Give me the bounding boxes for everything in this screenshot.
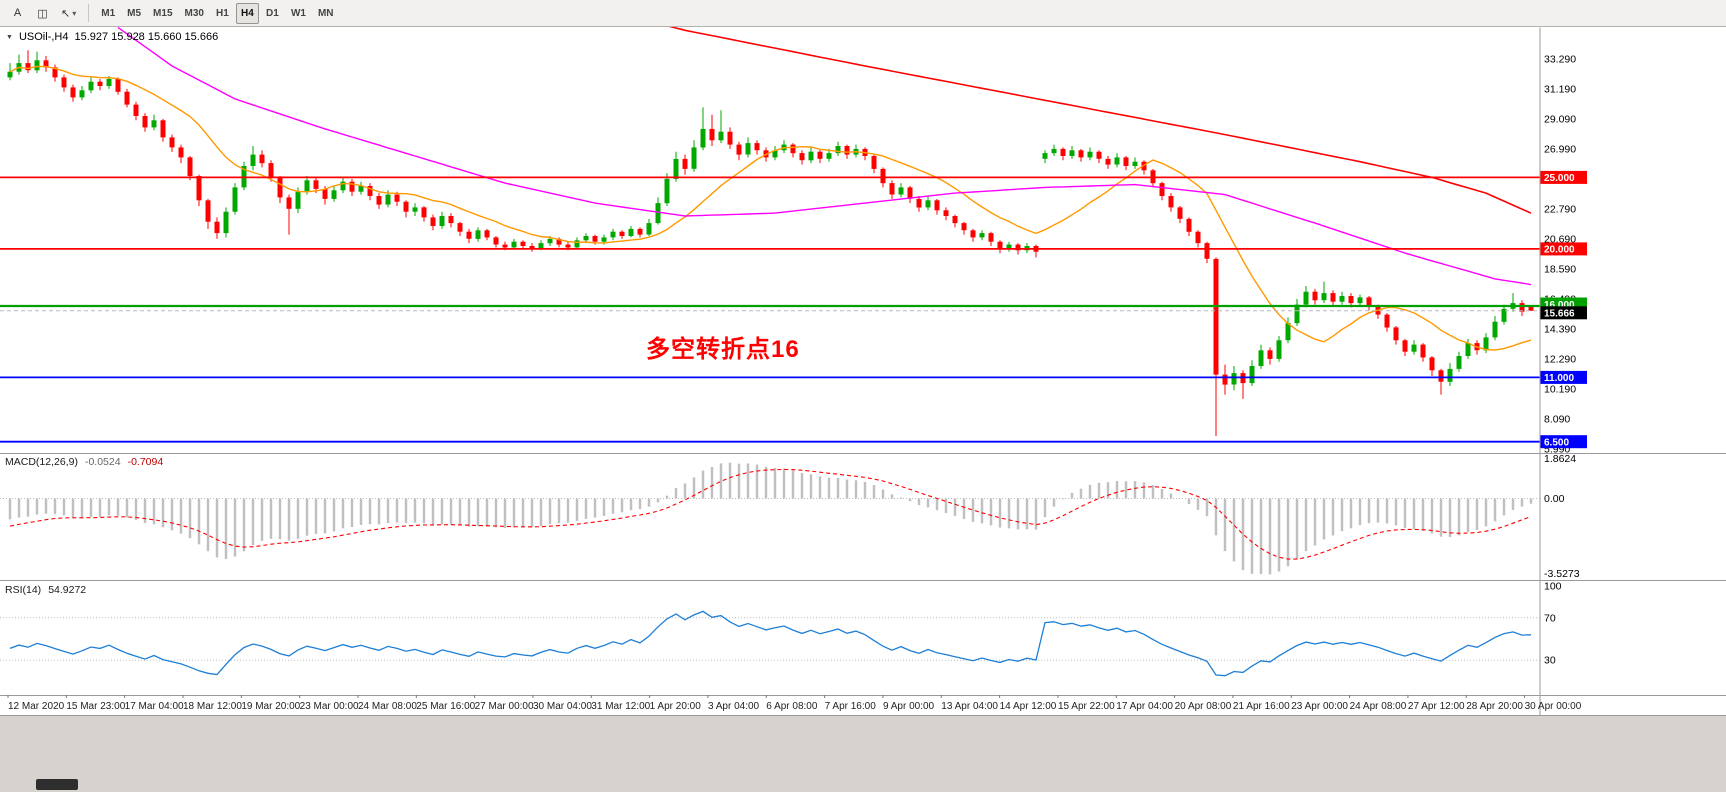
time-axis-label: 15 Mar 23:00 xyxy=(66,701,125,712)
time-axis-label: 17 Mar 04:00 xyxy=(125,701,184,712)
time-axis-label: 24 Mar 08:00 xyxy=(358,701,417,712)
timeframe-button-m1[interactable]: M1 xyxy=(96,3,120,24)
time-axis-label: 20 Apr 08:00 xyxy=(1175,701,1232,712)
price-flag-label: 16.000 xyxy=(1544,300,1575,311)
time-axis-label: 27 Mar 00:00 xyxy=(475,701,534,712)
candlesticks xyxy=(7,50,1534,436)
rsi-scale-label: 70 xyxy=(1544,612,1556,624)
time-axis-label: 30 Apr 00:00 xyxy=(1525,701,1582,712)
time-axis-label: 14 Apr 12:00 xyxy=(1000,701,1057,712)
chart-window-button[interactable]: ◫ xyxy=(31,3,54,24)
annotations-button[interactable]: A xyxy=(6,3,29,24)
chevron-down-icon: ▾ xyxy=(72,8,77,18)
cursor-icon: ↖ xyxy=(61,7,71,20)
time-axis-label: 31 Mar 12:00 xyxy=(591,701,650,712)
chart-background xyxy=(0,27,1726,715)
macd-scale-label: -3.5273 xyxy=(1544,568,1580,580)
rsi-name: RSI(14) xyxy=(5,584,42,596)
timeframe-button-d1[interactable]: D1 xyxy=(261,3,284,24)
time-axis-label: 15 Apr 22:00 xyxy=(1058,701,1115,712)
price-axis-label: 12.290 xyxy=(1544,353,1576,365)
macd-pane xyxy=(0,462,1540,575)
ohlc-values: 15.927 15.928 15.660 15.666 xyxy=(74,31,219,43)
time-axis-label: 25 Mar 16:00 xyxy=(416,701,475,712)
price-axis-label: 18.590 xyxy=(1544,263,1576,275)
timeframe-button-m5[interactable]: M5 xyxy=(122,3,146,24)
time-axis-label: 12 Mar 2020 xyxy=(8,701,65,712)
price-flag-label: 6.500 xyxy=(1544,438,1569,449)
chart-menu-arrow-icon[interactable]: ▼ xyxy=(6,33,13,41)
time-axis-label: 23 Apr 00:00 xyxy=(1291,701,1348,712)
price-axis-label: 26.990 xyxy=(1544,143,1576,155)
rsi-pane xyxy=(0,610,1540,677)
time-axis-label: 6 Apr 08:00 xyxy=(766,701,818,712)
timeframe-button-w1[interactable]: W1 xyxy=(286,3,311,24)
price-flag-label: 25.000 xyxy=(1544,173,1575,184)
macd-title: MACD(12,26,9) -0.0524 -0.7094 xyxy=(5,456,163,468)
price-flag-11.000 xyxy=(1540,370,1587,384)
price-axis-label: 31.190 xyxy=(1544,83,1576,95)
rsi-value: 54.9272 xyxy=(48,584,87,596)
price-axis-label: 8.090 xyxy=(1544,413,1570,425)
macd-scale-label: 1.8624 xyxy=(1544,453,1576,465)
time-axis-label: 27 Apr 12:00 xyxy=(1408,701,1465,712)
price-flag-20.000 xyxy=(1540,242,1587,256)
rsi-scale-label: 30 xyxy=(1544,655,1556,667)
price-axis-label: 33.290 xyxy=(1544,53,1576,65)
time-axis-label: 19 Mar 20:00 xyxy=(241,701,300,712)
macd-scale-label: 0.00 xyxy=(1544,493,1565,505)
toolbar-separator xyxy=(88,4,90,22)
time-axis-label: 13 Apr 04:00 xyxy=(941,701,998,712)
price-flag-6.500 xyxy=(1540,435,1587,449)
time-axis-label: 17 Apr 04:00 xyxy=(1116,701,1173,712)
timeframe-button-h1[interactable]: H1 xyxy=(211,3,234,24)
price-flag-25.000 xyxy=(1540,170,1587,184)
time-axis-label: 18 Mar 12:00 xyxy=(183,701,242,712)
time-axis-label: 28 Apr 20:00 xyxy=(1466,701,1523,712)
cursor-tool-button[interactable]: ↖ ▾ xyxy=(56,3,81,24)
time-axis-label: 1 Apr 20:00 xyxy=(650,701,702,712)
price-flag-label: 20.000 xyxy=(1544,245,1575,256)
macd-name: MACD(12,26,9) xyxy=(5,456,78,468)
price-axis-label: 10.190 xyxy=(1544,383,1576,395)
timeframe-button-mn[interactable]: MN xyxy=(313,3,339,24)
toolbar: A ◫ ↖ ▾ M1 M5 M15 M30 H1 H4 D1 W1 MN xyxy=(0,0,1726,27)
price-axis-label: 29.090 xyxy=(1544,113,1576,125)
timeframe-button-h4[interactable]: H4 xyxy=(235,2,259,24)
price-flag-label: 15.666 xyxy=(1544,309,1575,320)
time-axis-label: 3 Apr 04:00 xyxy=(708,701,760,712)
time-axis-label: 30 Mar 04:00 xyxy=(533,701,592,712)
price-flag-label: 11.000 xyxy=(1544,373,1574,384)
price-flag-15.666 xyxy=(1540,306,1587,320)
rsi-title: RSI(14) 54.9272 xyxy=(5,584,86,596)
bottom-left-artifact xyxy=(36,779,78,790)
time-axis-label: 7 Apr 16:00 xyxy=(825,701,877,712)
price-axis-label: 14.390 xyxy=(1544,323,1576,335)
time-axis-label: 9 Apr 00:00 xyxy=(883,701,935,712)
symbol-period-label: USOil-,H4 xyxy=(18,31,69,43)
price-axis-label: 22.790 xyxy=(1544,203,1576,215)
time-axis-label: 24 Apr 08:00 xyxy=(1350,701,1407,712)
timeframe-button-m30[interactable]: M30 xyxy=(180,3,209,24)
chart-annotation-text: 多空转折点16 xyxy=(646,336,800,363)
moving-averages xyxy=(9,27,1532,351)
status-area xyxy=(0,715,1726,792)
time-axis-label: 23 Mar 00:00 xyxy=(300,701,359,712)
timeframe-group: M1 M5 M15 M30 H1 H4 D1 W1 MN xyxy=(96,2,339,24)
time-axis-label: 21 Apr 16:00 xyxy=(1233,701,1290,712)
macd-main-value: -0.0524 xyxy=(84,456,121,468)
chart-title: ▼ USOil-,H4 15.927 15.928 15.660 15.666 xyxy=(6,31,218,43)
macd-signal-value: -0.7094 xyxy=(127,456,164,468)
timeframe-button-m15[interactable]: M15 xyxy=(148,3,177,24)
rsi-scale-label: 100 xyxy=(1544,581,1562,593)
